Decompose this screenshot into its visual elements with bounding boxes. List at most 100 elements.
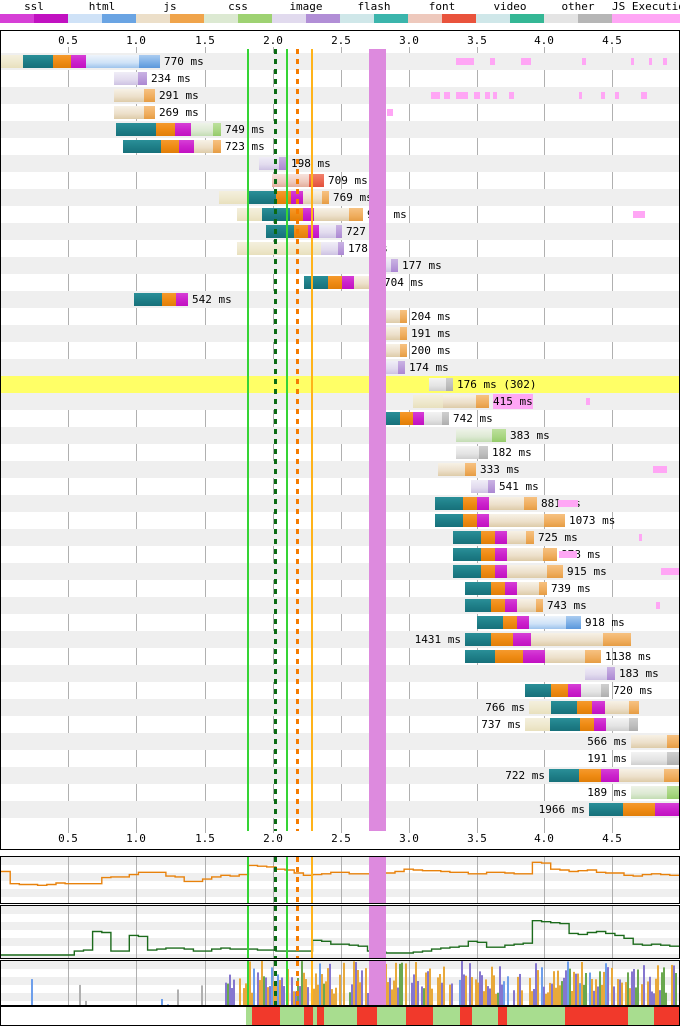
request-bar[interactable] bbox=[456, 446, 488, 459]
table-row[interactable]: 727 ms bbox=[1, 223, 679, 240]
request-bar[interactable] bbox=[631, 735, 679, 748]
request-bar[interactable] bbox=[413, 395, 489, 408]
request-bar[interactable] bbox=[453, 531, 534, 544]
table-row[interactable]: 1073 ms bbox=[1, 512, 679, 529]
request-bar[interactable] bbox=[429, 378, 453, 391]
request-bar[interactable] bbox=[381, 344, 407, 357]
table-row[interactable]: 722 ms bbox=[1, 767, 679, 784]
table-row[interactable]: 200 ms bbox=[1, 342, 679, 359]
table-row[interactable]: 749 ms bbox=[1, 121, 679, 138]
table-row[interactable]: 912 ms bbox=[1, 206, 679, 223]
table-row[interactable]: 176 ms (302) bbox=[1, 376, 679, 393]
table-row[interactable]: 182 ms bbox=[1, 444, 679, 461]
request-bar[interactable] bbox=[116, 123, 221, 136]
request-bar[interactable] bbox=[525, 718, 638, 731]
table-row[interactable]: 542 ms bbox=[1, 291, 679, 308]
legend-js[interactable]: js bbox=[136, 0, 204, 28]
table-row[interactable]: 234 ms bbox=[1, 70, 679, 87]
request-bar[interactable] bbox=[114, 106, 155, 119]
table-row[interactable]: 881 ms bbox=[1, 495, 679, 512]
table-row[interactable]: 183 ms bbox=[1, 665, 679, 682]
table-row[interactable]: 769 ms bbox=[1, 189, 679, 206]
segment-connect bbox=[453, 531, 481, 544]
table-row[interactable]: 770 ms bbox=[1, 53, 679, 70]
request-rows[interactable]: 770 ms 234 ms 291 ms 269 ms 749 ms 723 ms 198 … bbox=[1, 53, 679, 829]
table-row[interactable]: 333 ms bbox=[1, 461, 679, 478]
request-bar[interactable] bbox=[465, 650, 601, 663]
table-row[interactable]: 1431 ms bbox=[1, 631, 679, 648]
legend-js-exec[interactable]: JS Execution bbox=[612, 0, 680, 28]
legend-css[interactable]: css bbox=[204, 0, 272, 28]
table-row[interactable]: 766 ms bbox=[1, 699, 679, 716]
table-row[interactable]: 174 ms bbox=[1, 359, 679, 376]
request-bar[interactable] bbox=[589, 803, 679, 816]
table-row[interactable]: 566 ms bbox=[1, 733, 679, 750]
request-bar[interactable] bbox=[1, 55, 160, 68]
request-bar[interactable] bbox=[237, 242, 344, 255]
table-row[interactable]: 269 ms bbox=[1, 104, 679, 121]
table-row[interactable]: 737 ms bbox=[1, 716, 679, 733]
table-row[interactable]: 915 ms bbox=[1, 563, 679, 580]
request-bar[interactable] bbox=[266, 225, 342, 238]
table-row[interactable]: 1138 ms bbox=[1, 648, 679, 665]
request-bar[interactable] bbox=[259, 157, 287, 170]
request-bar[interactable] bbox=[465, 599, 543, 612]
request-bar[interactable] bbox=[631, 752, 679, 765]
table-row[interactable]: 189 ms bbox=[1, 784, 679, 801]
request-bar[interactable] bbox=[381, 310, 407, 323]
table-row[interactable]: 191 ms bbox=[1, 325, 679, 342]
request-bar[interactable] bbox=[237, 208, 363, 221]
request-bar[interactable] bbox=[549, 769, 679, 782]
table-row[interactable]: 291 ms bbox=[1, 87, 679, 104]
table-row[interactable]: 204 ms bbox=[1, 308, 679, 325]
legend-html[interactable]: html bbox=[68, 0, 136, 28]
table-row[interactable]: 878 ms bbox=[1, 546, 679, 563]
request-bar[interactable] bbox=[477, 616, 581, 629]
table-row[interactable]: 198 ms bbox=[1, 155, 679, 172]
table-row[interactable]: 709 ms bbox=[1, 172, 679, 189]
table-row[interactable]: 1966 ms bbox=[1, 801, 679, 818]
request-bar[interactable] bbox=[631, 786, 679, 799]
request-bar[interactable] bbox=[114, 89, 155, 102]
request-bar[interactable] bbox=[123, 140, 221, 153]
table-row[interactable]: 739 ms bbox=[1, 580, 679, 597]
segment-connect2 bbox=[463, 497, 477, 510]
request-bar[interactable] bbox=[134, 293, 188, 306]
legend-flash[interactable]: flash bbox=[340, 0, 408, 28]
request-bar[interactable] bbox=[585, 667, 615, 680]
waterfall-panel[interactable]: 0.5 1.0 1.5 2.0 2.5 3.0 3.5 4.0 4.5 770 ms 234 ms… bbox=[0, 30, 680, 850]
legend-video[interactable]: video bbox=[476, 0, 544, 28]
table-row[interactable]: 704 ms bbox=[1, 274, 679, 291]
table-row[interactable]: 742 ms bbox=[1, 410, 679, 427]
legend-other[interactable]: other bbox=[544, 0, 612, 28]
grid-line bbox=[544, 857, 545, 903]
request-bar[interactable] bbox=[435, 497, 537, 510]
request-bar[interactable] bbox=[381, 327, 407, 340]
table-row[interactable]: 720 ms bbox=[1, 682, 679, 699]
legend-font[interactable]: font bbox=[408, 0, 476, 28]
request-bar[interactable] bbox=[453, 548, 557, 561]
table-row[interactable]: 383 ms bbox=[1, 427, 679, 444]
request-bar[interactable] bbox=[529, 701, 639, 714]
table-row[interactable]: 415 ms bbox=[1, 393, 679, 410]
request-bar[interactable] bbox=[525, 684, 609, 697]
table-row[interactable]: 191 ms bbox=[1, 750, 679, 767]
request-bar[interactable] bbox=[114, 72, 147, 85]
request-bar[interactable] bbox=[438, 463, 476, 476]
table-row[interactable]: 541 ms bbox=[1, 478, 679, 495]
table-row[interactable]: 743 ms bbox=[1, 597, 679, 614]
legend-image[interactable]: image bbox=[272, 0, 340, 28]
table-row[interactable]: 723 ms bbox=[1, 138, 679, 155]
request-bar[interactable] bbox=[453, 565, 563, 578]
request-bar[interactable] bbox=[471, 480, 495, 493]
request-bar[interactable] bbox=[381, 361, 405, 374]
table-row[interactable]: 918 ms bbox=[1, 614, 679, 631]
table-row[interactable]: 178 ms bbox=[1, 240, 679, 257]
request-bar[interactable] bbox=[456, 429, 506, 442]
table-row[interactable]: 177 ms bbox=[1, 257, 679, 274]
table-row[interactable]: 725 ms bbox=[1, 529, 679, 546]
legend-ssl[interactable]: ssl bbox=[0, 0, 68, 28]
request-bar[interactable] bbox=[465, 582, 547, 595]
request-bar[interactable] bbox=[435, 514, 565, 527]
request-bar[interactable] bbox=[465, 633, 631, 646]
